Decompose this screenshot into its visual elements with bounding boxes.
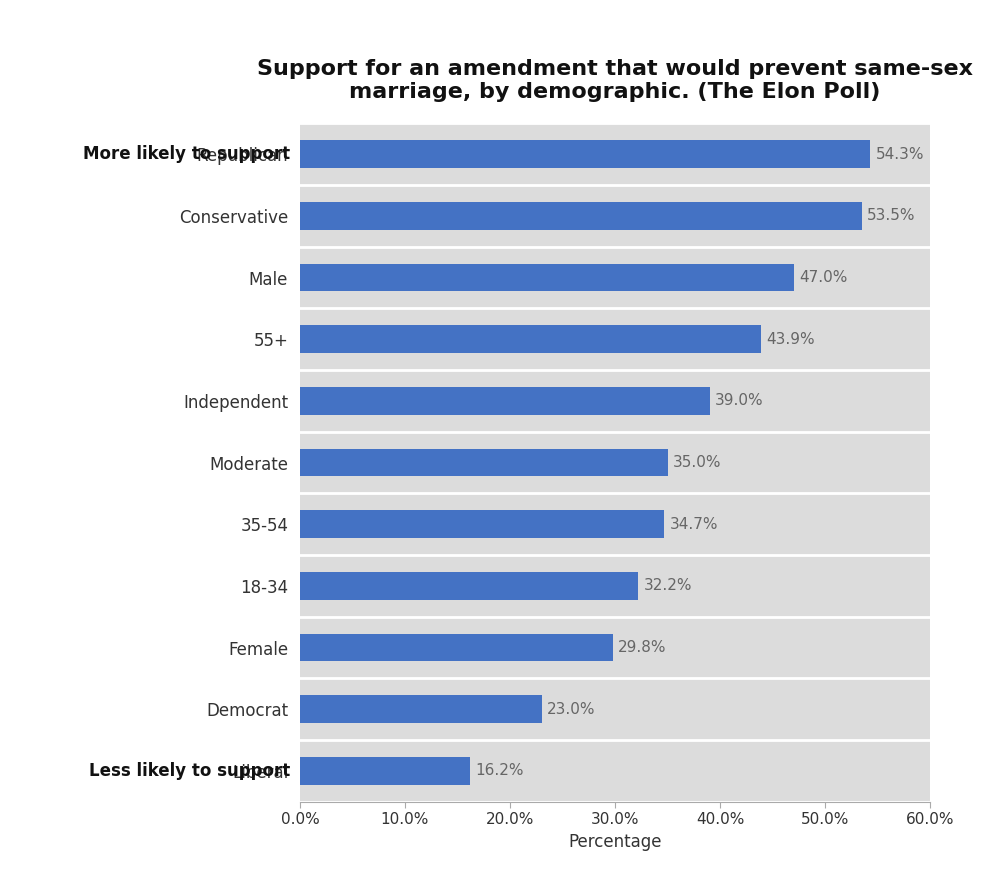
Bar	[300, 263, 794, 292]
Text: 32.2%: 32.2%	[643, 578, 692, 594]
X-axis label: Percentage: Percentage	[568, 833, 662, 851]
Bar	[300, 202, 862, 230]
Text: 53.5%: 53.5%	[867, 208, 916, 224]
Bar	[300, 325, 761, 353]
Title: Support for an amendment that would prevent same-sex
marriage, by demographic. (: Support for an amendment that would prev…	[257, 59, 973, 102]
Text: 16.2%: 16.2%	[475, 763, 524, 779]
Text: 29.8%: 29.8%	[618, 640, 667, 655]
Text: More likely to support: More likely to support	[83, 145, 290, 163]
Bar	[300, 448, 668, 477]
Bar	[300, 633, 613, 662]
Text: 54.3%: 54.3%	[875, 146, 924, 162]
Text: 43.9%: 43.9%	[766, 331, 815, 347]
Text: 34.7%: 34.7%	[670, 516, 718, 532]
Text: 35.0%: 35.0%	[673, 455, 721, 470]
Bar	[300, 140, 870, 168]
Text: 47.0%: 47.0%	[799, 270, 847, 285]
Text: 39.0%: 39.0%	[715, 393, 763, 409]
Text: 23.0%: 23.0%	[547, 701, 595, 717]
Text: Less likely to support: Less likely to support	[89, 762, 290, 780]
Bar	[300, 572, 638, 600]
Bar	[300, 387, 710, 415]
Bar	[300, 695, 542, 723]
Bar	[300, 757, 470, 785]
Bar	[300, 510, 664, 538]
